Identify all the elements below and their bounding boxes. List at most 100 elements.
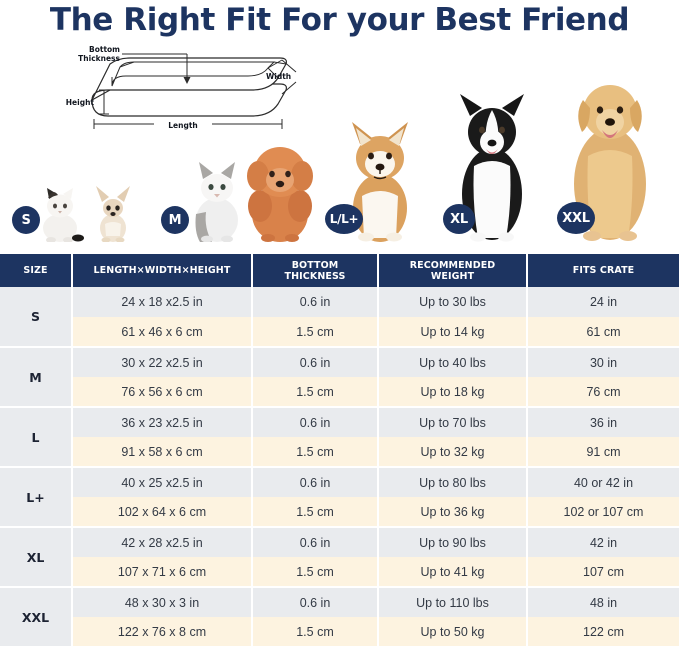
column-header-bottom-thickness: BOTTOM THICKNESS — [252, 254, 379, 287]
size-chart-table: SIZE LENGTH×WIDTH×HEIGHT BOTTOM THICKNES… — [0, 254, 679, 648]
column-header-fits-crate-line1: FITS CRATE — [572, 265, 635, 276]
cell-bottom-thickness: 0.6 in — [252, 467, 379, 497]
cell-weight: Up to 50 kg — [378, 617, 528, 648]
cell-weight: Up to 36 kg — [378, 497, 528, 528]
column-header-bottom-thickness-line1: BOTTOM — [291, 259, 339, 271]
column-header-dimensions-line1: LENGTH×WIDTH×HEIGHT — [93, 265, 231, 276]
cell-crate: 48 in — [527, 587, 679, 617]
table-header-row: SIZE LENGTH×WIDTH×HEIGHT BOTTOM THICKNES… — [0, 254, 679, 287]
cell-dims: 36 x 23 x2.5 in — [72, 407, 253, 437]
cell-dims: 102 x 64 x 6 cm — [72, 497, 253, 528]
column-header-size: SIZE — [0, 254, 73, 287]
cell-weight: Up to 90 lbs — [378, 527, 528, 557]
cell-bottom-thickness: 0.6 in — [252, 527, 379, 557]
column-header-recommended-weight: RECOMMENDED WEIGHT — [378, 254, 528, 287]
table-row: 76 x 56 x 6 cm 1.5 cm Up to 18 kg 76 cm — [0, 377, 679, 408]
cell-bottom-thickness: 0.6 in — [252, 407, 379, 437]
cell-crate: 40 or 42 in — [527, 467, 679, 497]
cell-weight: Up to 110 lbs — [378, 587, 528, 617]
table-row: M 30 x 22 x2.5 in 0.6 in Up to 40 lbs 30… — [0, 347, 679, 408]
label-bottom-thickness-line1: Bottom — [89, 46, 120, 54]
table-row: S 24 x 18 x2.5 in 0.6 in Up to 30 lbs 24… — [0, 287, 679, 348]
pet-cat-medium — [195, 162, 238, 242]
column-header-recommended-weight-line1: RECOMMENDED — [409, 259, 496, 271]
size-label-s: S — [0, 287, 73, 348]
pet-size-illustrations: S M — [0, 62, 679, 242]
table-body: S 24 x 18 x2.5 in 0.6 in Up to 30 lbs 24… — [0, 287, 679, 648]
label-bottom-thickness-line2: Thickness — [78, 54, 120, 63]
size-label-xl: XL — [0, 527, 73, 588]
size-badge-m: M — [161, 206, 189, 234]
table-row: 91 x 58 x 6 cm 1.5 cm Up to 32 kg 91 cm — [0, 437, 679, 468]
pet-cat-small — [43, 188, 84, 242]
cell-bottom-thickness: 1.5 cm — [252, 497, 379, 528]
bed-diagram-svg: Bottom Thickness Height Width Length — [66, 46, 297, 131]
cell-crate: 76 cm — [527, 377, 679, 408]
cell-bottom-thickness: 1.5 cm — [252, 317, 379, 348]
cell-dims: 42 x 28 x2.5 in — [72, 527, 253, 557]
cell-dims: 48 x 30 x 3 in — [72, 587, 253, 617]
page-title: The Right Fit For your Best Friend — [49, 2, 630, 38]
cell-weight: Up to 30 lbs — [378, 287, 528, 317]
cell-crate: 91 cm — [527, 437, 679, 468]
column-header-fits-crate: FITS CRATE — [527, 254, 679, 287]
cell-weight: Up to 41 kg — [378, 557, 528, 588]
column-header-size-line1: SIZE — [23, 265, 48, 276]
cell-dims: 24 x 18 x2.5 in — [72, 287, 253, 317]
pet-chihuahua — [96, 186, 130, 242]
label-height: Height — [66, 98, 95, 107]
size-badge-xxl: XXL — [557, 202, 595, 234]
cell-crate: 61 cm — [527, 317, 679, 348]
cell-weight: Up to 80 lbs — [378, 467, 528, 497]
column-header-recommended-weight-line2: WEIGHT — [430, 270, 475, 282]
table-row: 61 x 46 x 6 cm 1.5 cm Up to 14 kg 61 cm — [0, 317, 679, 348]
table-row: 122 x 76 x 8 cm 1.5 cm Up to 50 kg 122 c… — [0, 617, 679, 648]
cell-crate: 122 cm — [527, 617, 679, 648]
size-label-m: M — [0, 347, 73, 408]
pet-corgi — [352, 122, 408, 242]
cell-weight: Up to 32 kg — [378, 437, 528, 468]
table-row: 102 x 64 x 6 cm 1.5 cm Up to 36 kg 102 o… — [0, 497, 679, 528]
cell-crate: 24 in — [527, 287, 679, 317]
cell-crate: 42 in — [527, 527, 679, 557]
size-badge-l-lplus: L/L+ — [325, 204, 363, 234]
cell-weight: Up to 18 kg — [378, 377, 528, 408]
cell-dims: 107 x 71 x 6 cm — [72, 557, 253, 588]
size-label-l: L — [0, 407, 73, 468]
size-badge-s: S — [12, 206, 40, 234]
cell-bottom-thickness: 1.5 cm — [252, 557, 379, 588]
cell-crate: 36 in — [527, 407, 679, 437]
cell-dims: 122 x 76 x 8 cm — [72, 617, 253, 648]
cell-dims: 40 x 25 x2.5 in — [72, 467, 253, 497]
cell-crate: 30 in — [527, 347, 679, 377]
pet-poodle — [247, 147, 313, 242]
cell-dims: 76 x 56 x 6 cm — [72, 377, 253, 408]
size-badge-xl: XL — [443, 204, 475, 234]
cell-weight: Up to 14 kg — [378, 317, 528, 348]
table-row: XL 42 x 28 x2.5 in 0.6 in Up to 90 lbs 4… — [0, 527, 679, 588]
table-row: L+ 40 x 25 x2.5 in 0.6 in Up to 80 lbs 4… — [0, 467, 679, 528]
size-label-xxl: XXL — [0, 587, 73, 648]
cell-bottom-thickness: 0.6 in — [252, 587, 379, 617]
cell-bottom-thickness: 0.6 in — [252, 347, 379, 377]
column-header-bottom-thickness-line2: THICKNESS — [284, 270, 346, 282]
cell-dims: 30 x 22 x2.5 in — [72, 347, 253, 377]
cell-bottom-thickness: 1.5 cm — [252, 437, 379, 468]
cell-crate: 102 or 107 cm — [527, 497, 679, 528]
table-row: 107 x 71 x 6 cm 1.5 cm Up to 41 kg 107 c… — [0, 557, 679, 588]
cell-dims: 61 x 46 x 6 cm — [72, 317, 253, 348]
column-header-dimensions: LENGTH×WIDTH×HEIGHT — [72, 254, 253, 287]
size-label-lplus: L+ — [0, 467, 73, 528]
cell-weight: Up to 70 lbs — [378, 407, 528, 437]
cell-bottom-thickness: 1.5 cm — [252, 617, 379, 648]
dog-bed-dimension-diagram: Bottom Thickness Height Width Length — [34, 46, 300, 132]
cell-bottom-thickness: 1.5 cm — [252, 377, 379, 408]
table-row: L 36 x 23 x2.5 in 0.6 in Up to 70 lbs 36… — [0, 407, 679, 468]
label-width: Width — [266, 72, 291, 81]
cell-weight: Up to 40 lbs — [378, 347, 528, 377]
cell-crate: 107 cm — [527, 557, 679, 588]
cell-bottom-thickness: 0.6 in — [252, 287, 379, 317]
label-length: Length — [168, 121, 198, 130]
cell-dims: 91 x 58 x 6 cm — [72, 437, 253, 468]
